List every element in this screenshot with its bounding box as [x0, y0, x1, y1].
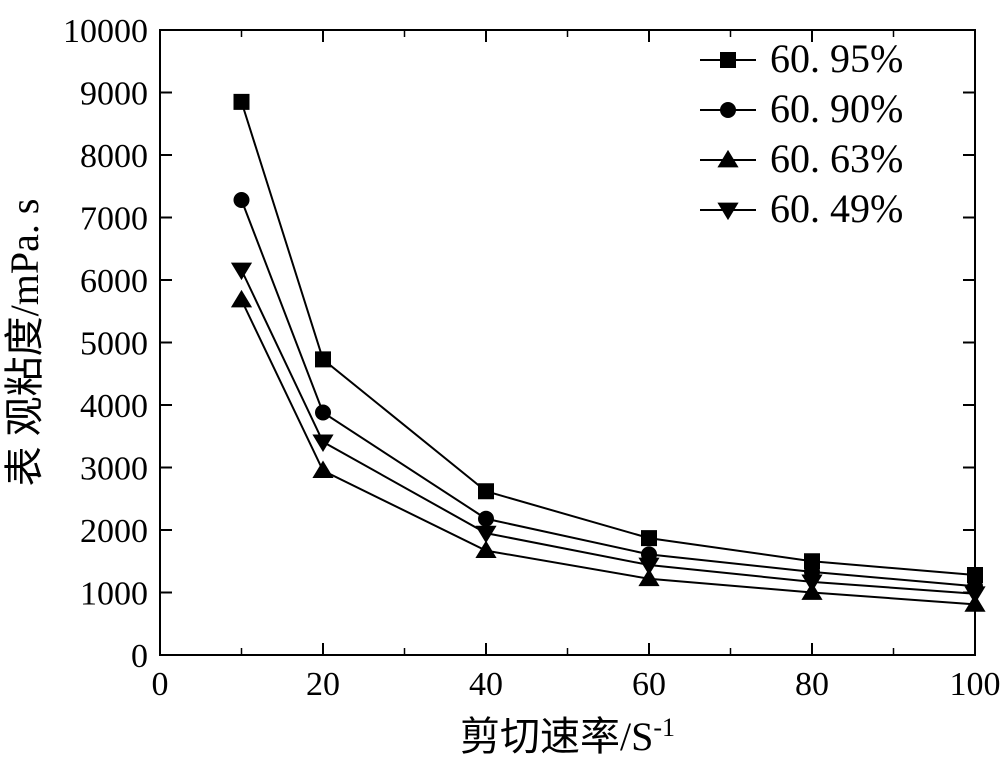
y-tick-label: 6000 — [80, 263, 148, 300]
series-marker-2 — [312, 461, 333, 478]
y-axis-title: 表 观粘度/mPa. s — [2, 199, 47, 487]
x-tick-label: 20 — [306, 666, 340, 703]
series-marker-2 — [231, 290, 252, 307]
legend-label: 60. 90% — [770, 86, 903, 131]
x-axis-title: 剪切速率/S-1 — [460, 713, 675, 759]
series-marker-3 — [231, 263, 252, 280]
legend-label: 60. 95% — [770, 36, 903, 81]
x-tick-label: 40 — [469, 666, 503, 703]
y-tick-label: 9000 — [80, 76, 148, 113]
y-tick-label: 4000 — [80, 388, 148, 425]
x-tick-label: 100 — [950, 666, 1000, 703]
series-marker-1 — [315, 405, 331, 421]
series-marker-1 — [234, 192, 250, 208]
y-tick-label: 10000 — [63, 13, 148, 50]
y-tick-label: 0 — [131, 638, 148, 675]
series-marker-0 — [234, 94, 250, 110]
y-tick-label: 8000 — [80, 138, 148, 175]
series-marker-0 — [641, 530, 657, 546]
legend-marker-icon — [720, 102, 736, 118]
y-tick-label: 7000 — [80, 201, 148, 238]
series-marker-0 — [478, 483, 494, 499]
x-tick-label: 0 — [152, 666, 169, 703]
y-tick-label: 3000 — [80, 451, 148, 488]
series-marker-3 — [312, 435, 333, 452]
x-tick-label: 80 — [795, 666, 829, 703]
series-line-2 — [242, 300, 976, 604]
viscosity-vs-shear-rate-chart: 0204060801000100020003000400050006000700… — [0, 0, 1000, 775]
legend-marker-icon — [717, 203, 738, 220]
x-tick-label: 60 — [632, 666, 666, 703]
series-line-1 — [242, 200, 976, 586]
legend-marker-icon — [717, 150, 738, 167]
series-marker-0 — [315, 351, 331, 367]
y-tick-label: 5000 — [80, 326, 148, 363]
legend-label: 60. 63% — [770, 136, 903, 181]
legend-marker-icon — [720, 52, 736, 68]
y-tick-label: 2000 — [80, 513, 148, 550]
legend-label: 60. 49% — [770, 186, 903, 231]
series-marker-1 — [478, 511, 494, 527]
series-marker-3 — [964, 586, 985, 603]
y-tick-label: 1000 — [80, 576, 148, 613]
